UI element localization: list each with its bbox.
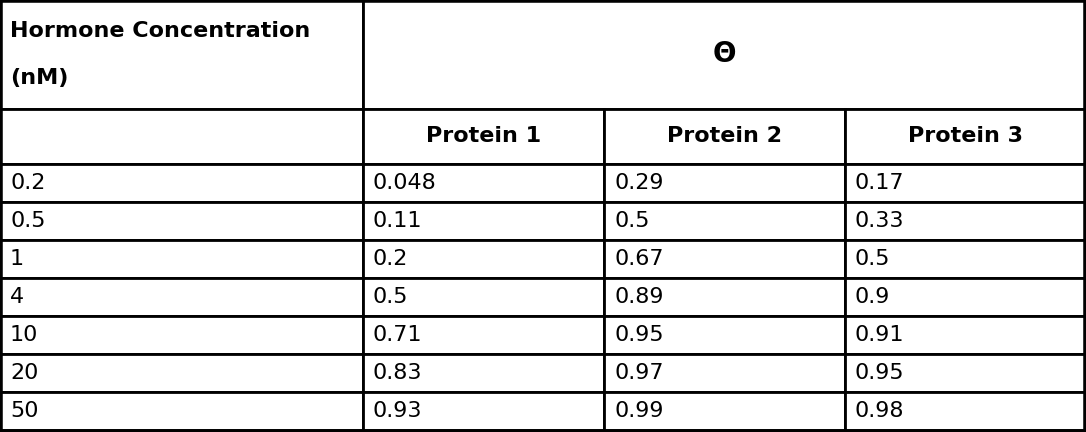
Bar (604, 164, 845, 202)
Text: 0.83: 0.83 (372, 363, 422, 383)
Bar (845, 240, 1086, 278)
Bar (0, 202, 363, 240)
Text: Protein 3: Protein 3 (908, 127, 1023, 146)
Text: 0.67: 0.67 (614, 249, 664, 269)
Bar (845, 278, 1086, 316)
Bar (0, 354, 363, 392)
Text: Θ: Θ (712, 41, 736, 69)
Bar (604, 392, 845, 430)
Text: 20: 20 (10, 363, 38, 383)
Bar (363, 0, 1086, 109)
Text: 0.048: 0.048 (372, 173, 437, 193)
Bar (0, 240, 363, 278)
Bar (845, 202, 1086, 240)
Bar (845, 109, 1086, 164)
Bar (0, 392, 363, 430)
Text: 0.5: 0.5 (855, 249, 891, 269)
Bar (363, 109, 604, 164)
Bar (604, 109, 845, 164)
Bar (363, 202, 604, 240)
Text: (nM): (nM) (10, 69, 68, 89)
Bar (0, 316, 363, 354)
Bar (845, 354, 1086, 392)
Bar (604, 240, 845, 278)
Text: 0.91: 0.91 (855, 325, 905, 345)
Text: 0.5: 0.5 (372, 287, 408, 307)
Text: 50: 50 (10, 401, 38, 421)
Text: 0.2: 0.2 (372, 249, 408, 269)
Text: 0.98: 0.98 (855, 401, 905, 421)
Bar (363, 164, 604, 202)
Text: 0.95: 0.95 (855, 363, 905, 383)
Text: 0.5: 0.5 (10, 211, 46, 231)
Bar (0, 0, 363, 109)
Bar (0, 278, 363, 316)
Bar (363, 240, 604, 278)
Text: 0.11: 0.11 (372, 211, 422, 231)
Bar (363, 354, 604, 392)
Text: Protein 2: Protein 2 (667, 127, 782, 146)
Text: 0.89: 0.89 (614, 287, 664, 307)
Text: 0.99: 0.99 (614, 401, 664, 421)
Bar (604, 316, 845, 354)
Bar (363, 278, 604, 316)
Text: 10: 10 (10, 325, 38, 345)
Text: 0.29: 0.29 (614, 173, 664, 193)
Text: Protein 1: Protein 1 (426, 127, 541, 146)
Text: 0.71: 0.71 (372, 325, 422, 345)
Bar (845, 164, 1086, 202)
Text: 0.95: 0.95 (614, 325, 664, 345)
Bar (363, 316, 604, 354)
Text: 0.2: 0.2 (10, 173, 46, 193)
Text: 0.93: 0.93 (372, 401, 422, 421)
Bar (604, 278, 845, 316)
Bar (845, 392, 1086, 430)
Bar (604, 202, 845, 240)
Text: 4: 4 (10, 287, 24, 307)
Text: 0.5: 0.5 (614, 211, 649, 231)
Text: Hormone Concentration: Hormone Concentration (10, 20, 311, 41)
Text: 0.97: 0.97 (614, 363, 664, 383)
Bar (604, 354, 845, 392)
Bar (845, 316, 1086, 354)
Bar (0, 109, 363, 164)
Text: 0.33: 0.33 (855, 211, 905, 231)
Text: 0.17: 0.17 (855, 173, 905, 193)
Text: 0.9: 0.9 (855, 287, 891, 307)
Bar (363, 392, 604, 430)
Bar (0, 164, 363, 202)
Text: 1: 1 (10, 249, 24, 269)
